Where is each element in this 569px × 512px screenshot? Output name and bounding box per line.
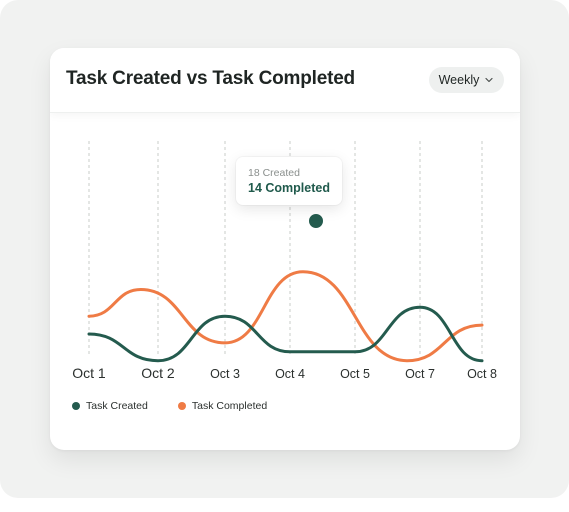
legend-dot-created	[72, 402, 80, 410]
card-header: Task Created vs Task Completed Weekly	[50, 48, 520, 113]
series-line-completed	[87, 270, 484, 363]
x-axis-ticks: Oct 1 Oct 2 Oct 3 Oct 4 Oct 5 Oct 7 Oct 8	[72, 365, 497, 381]
chart-title: Task Created vs Task Completed	[66, 68, 355, 89]
chart-card: Task Created vs Task Completed Weekly Oc…	[50, 48, 520, 450]
x-tick-label-1: Oct 2	[141, 365, 175, 381]
data-tooltip: 18 Created 14 Completed	[236, 157, 342, 205]
legend-dot-completed	[177, 402, 186, 410]
tooltip-created-text: 18 Created	[248, 167, 300, 179]
legend-item-created: Task Created	[72, 400, 148, 412]
period-selector[interactable]: Weekly	[429, 67, 504, 93]
highlight-point	[306, 211, 326, 231]
tooltip-completed-text: 14 Completed	[248, 181, 330, 195]
chart-legend: Task Created Task Completed	[72, 400, 267, 412]
x-tick-label-2: Oct 3	[210, 367, 240, 381]
legend-label-created: Task Created	[86, 400, 148, 412]
period-selector-label: Weekly	[438, 73, 480, 87]
x-tick-label-4: Oct 5	[340, 367, 370, 381]
series-lines	[87, 270, 484, 363]
legend-item-completed: Task Completed	[177, 400, 268, 412]
series-line-created	[87, 305, 484, 363]
x-tick-label-6: Oct 8	[467, 367, 497, 381]
highlight-layer	[306, 211, 326, 231]
line-chart: Oct 1 Oct 2 Oct 3 Oct 4 Oct 5 Oct 7 Oct 8	[72, 141, 497, 381]
x-tick-label-3: Oct 4	[275, 367, 305, 381]
chevron-down-icon	[485, 77, 493, 83]
legend-label-completed: Task Completed	[191, 400, 268, 412]
x-tick-label-5: Oct 7	[405, 367, 435, 381]
x-tick-label-0: Oct 1	[72, 365, 106, 381]
